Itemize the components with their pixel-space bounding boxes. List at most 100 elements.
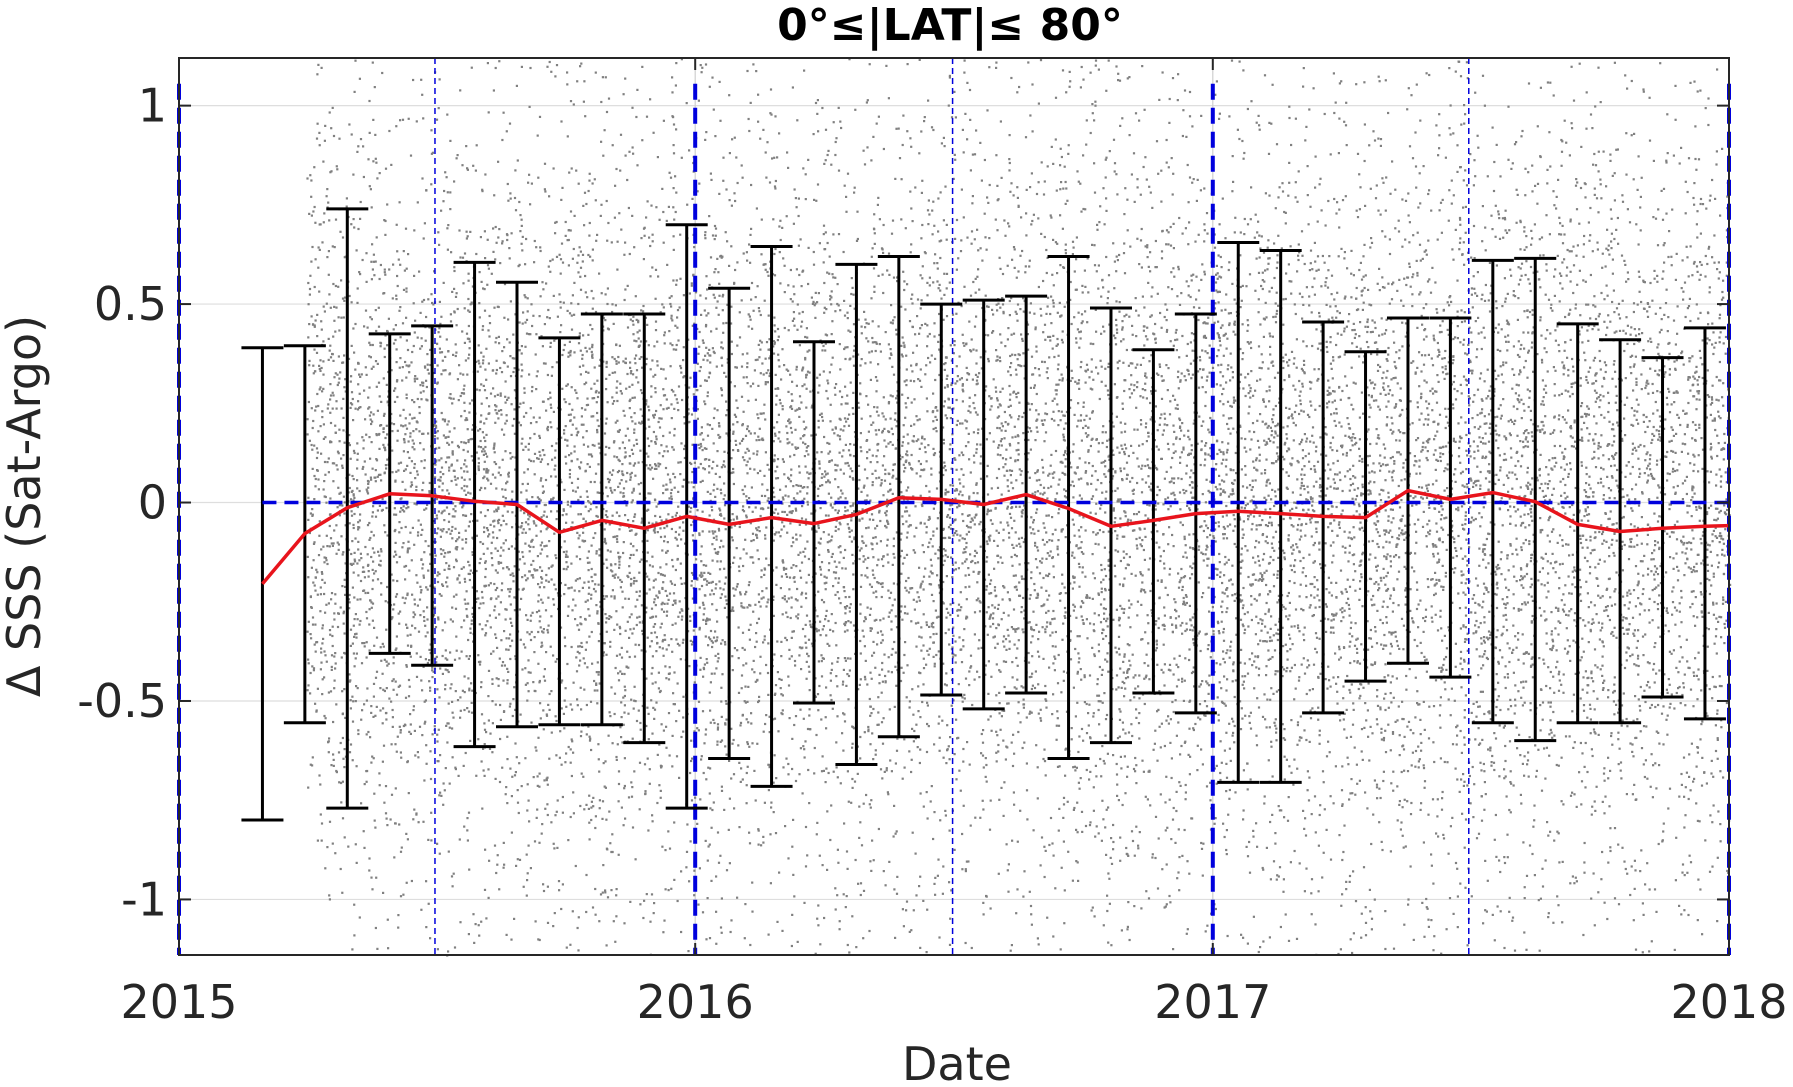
scatter-point	[970, 338, 973, 341]
scatter-point	[1675, 836, 1678, 839]
scatter-point	[502, 111, 505, 114]
scatter-point	[431, 669, 434, 672]
scatter-point	[861, 629, 864, 632]
scatter-point	[1361, 483, 1364, 486]
scatter-point	[822, 769, 825, 772]
scatter-point	[1012, 194, 1015, 197]
scatter-point	[1633, 414, 1636, 417]
scatter-point	[1560, 466, 1563, 469]
scatter-point	[925, 791, 928, 794]
scatter-point	[1043, 875, 1046, 879]
scatter-point	[1118, 653, 1121, 656]
scatter-point	[1123, 608, 1126, 611]
scatter-point	[1108, 902, 1111, 905]
scatter-point	[1097, 694, 1101, 697]
scatter-point	[646, 757, 649, 760]
scatter-point	[884, 331, 887, 334]
scatter-point	[419, 523, 422, 526]
scatter-point	[1020, 685, 1023, 688]
scatter-point	[976, 443, 979, 446]
scatter-point	[424, 720, 427, 723]
scatter-point	[675, 398, 678, 401]
scatter-point	[1670, 652, 1673, 655]
scatter-point	[1369, 406, 1372, 409]
scatter-point	[712, 489, 715, 492]
scatter-point	[1123, 450, 1126, 454]
scatter-point	[367, 396, 370, 399]
scatter-point	[445, 506, 449, 509]
scatter-point	[989, 799, 992, 802]
scatter-point	[1242, 604, 1245, 607]
scatter-point	[1415, 259, 1418, 262]
scatter-point	[584, 115, 587, 118]
scatter-point	[1586, 691, 1589, 694]
scatter-point	[568, 476, 571, 479]
scatter-point	[494, 633, 497, 636]
scatter-point	[1351, 482, 1355, 485]
scatter-point	[1277, 422, 1280, 425]
scatter-point	[1010, 626, 1013, 629]
scatter-point	[506, 238, 509, 242]
scatter-point	[1369, 480, 1372, 483]
scatter-point	[1020, 515, 1023, 518]
scatter-point	[546, 427, 549, 430]
scatter-point	[999, 306, 1002, 309]
scatter-point	[1078, 635, 1081, 638]
scatter-point	[1272, 408, 1275, 411]
scatter-point	[521, 249, 524, 252]
scatter-point	[539, 479, 542, 482]
scatter-point	[914, 852, 917, 855]
scatter-point	[826, 397, 829, 400]
scatter-point	[468, 564, 471, 567]
scatter-point	[1685, 638, 1688, 641]
scatter-point	[912, 351, 915, 354]
scatter-point	[1197, 581, 1200, 584]
scatter-point	[527, 333, 531, 336]
scatter-point	[1511, 919, 1514, 922]
scatter-point	[413, 729, 416, 732]
scatter-point	[1358, 416, 1361, 419]
scatter-point	[1048, 843, 1051, 847]
scatter-point	[1043, 440, 1046, 443]
scatter-point	[1390, 633, 1393, 636]
scatter-point	[567, 351, 570, 354]
scatter-point	[596, 411, 599, 415]
scatter-point	[368, 538, 371, 541]
scatter-point	[1036, 650, 1040, 653]
scatter-point	[1261, 533, 1264, 537]
scatter-point	[1250, 595, 1253, 598]
scatter-point	[1495, 606, 1499, 610]
scatter-point	[332, 134, 336, 138]
scatter-point	[996, 309, 999, 312]
scatter-point	[1630, 865, 1633, 868]
scatter-point	[1061, 69, 1065, 72]
scatter-point	[1190, 444, 1193, 447]
scatter-point	[1578, 511, 1581, 514]
scatter-point	[1107, 806, 1110, 809]
scatter-point	[1293, 501, 1296, 504]
scatter-point	[1080, 477, 1083, 480]
scatter-point	[902, 463, 905, 466]
scatter-point	[605, 199, 608, 203]
scatter-point	[633, 246, 636, 249]
scatter-point	[1633, 328, 1636, 331]
scatter-point	[1474, 601, 1477, 604]
scatter-point	[1651, 619, 1654, 622]
scatter-point	[329, 411, 332, 414]
scatter-point	[1295, 937, 1299, 940]
scatter-point	[341, 553, 344, 556]
scatter-point	[1214, 93, 1217, 96]
scatter-point	[725, 188, 728, 191]
scatter-point	[1178, 581, 1181, 584]
scatter-point	[1561, 224, 1564, 227]
scatter-point	[1633, 634, 1636, 637]
scatter-point	[1229, 578, 1232, 581]
scatter-point	[1537, 748, 1540, 751]
scatter-point	[520, 597, 523, 600]
scatter-point	[795, 365, 798, 368]
scatter-point	[1077, 652, 1080, 655]
scatter-point	[1177, 828, 1180, 831]
scatter-point	[387, 662, 390, 665]
scatter-point	[1436, 815, 1439, 818]
scatter-point	[1485, 537, 1488, 541]
